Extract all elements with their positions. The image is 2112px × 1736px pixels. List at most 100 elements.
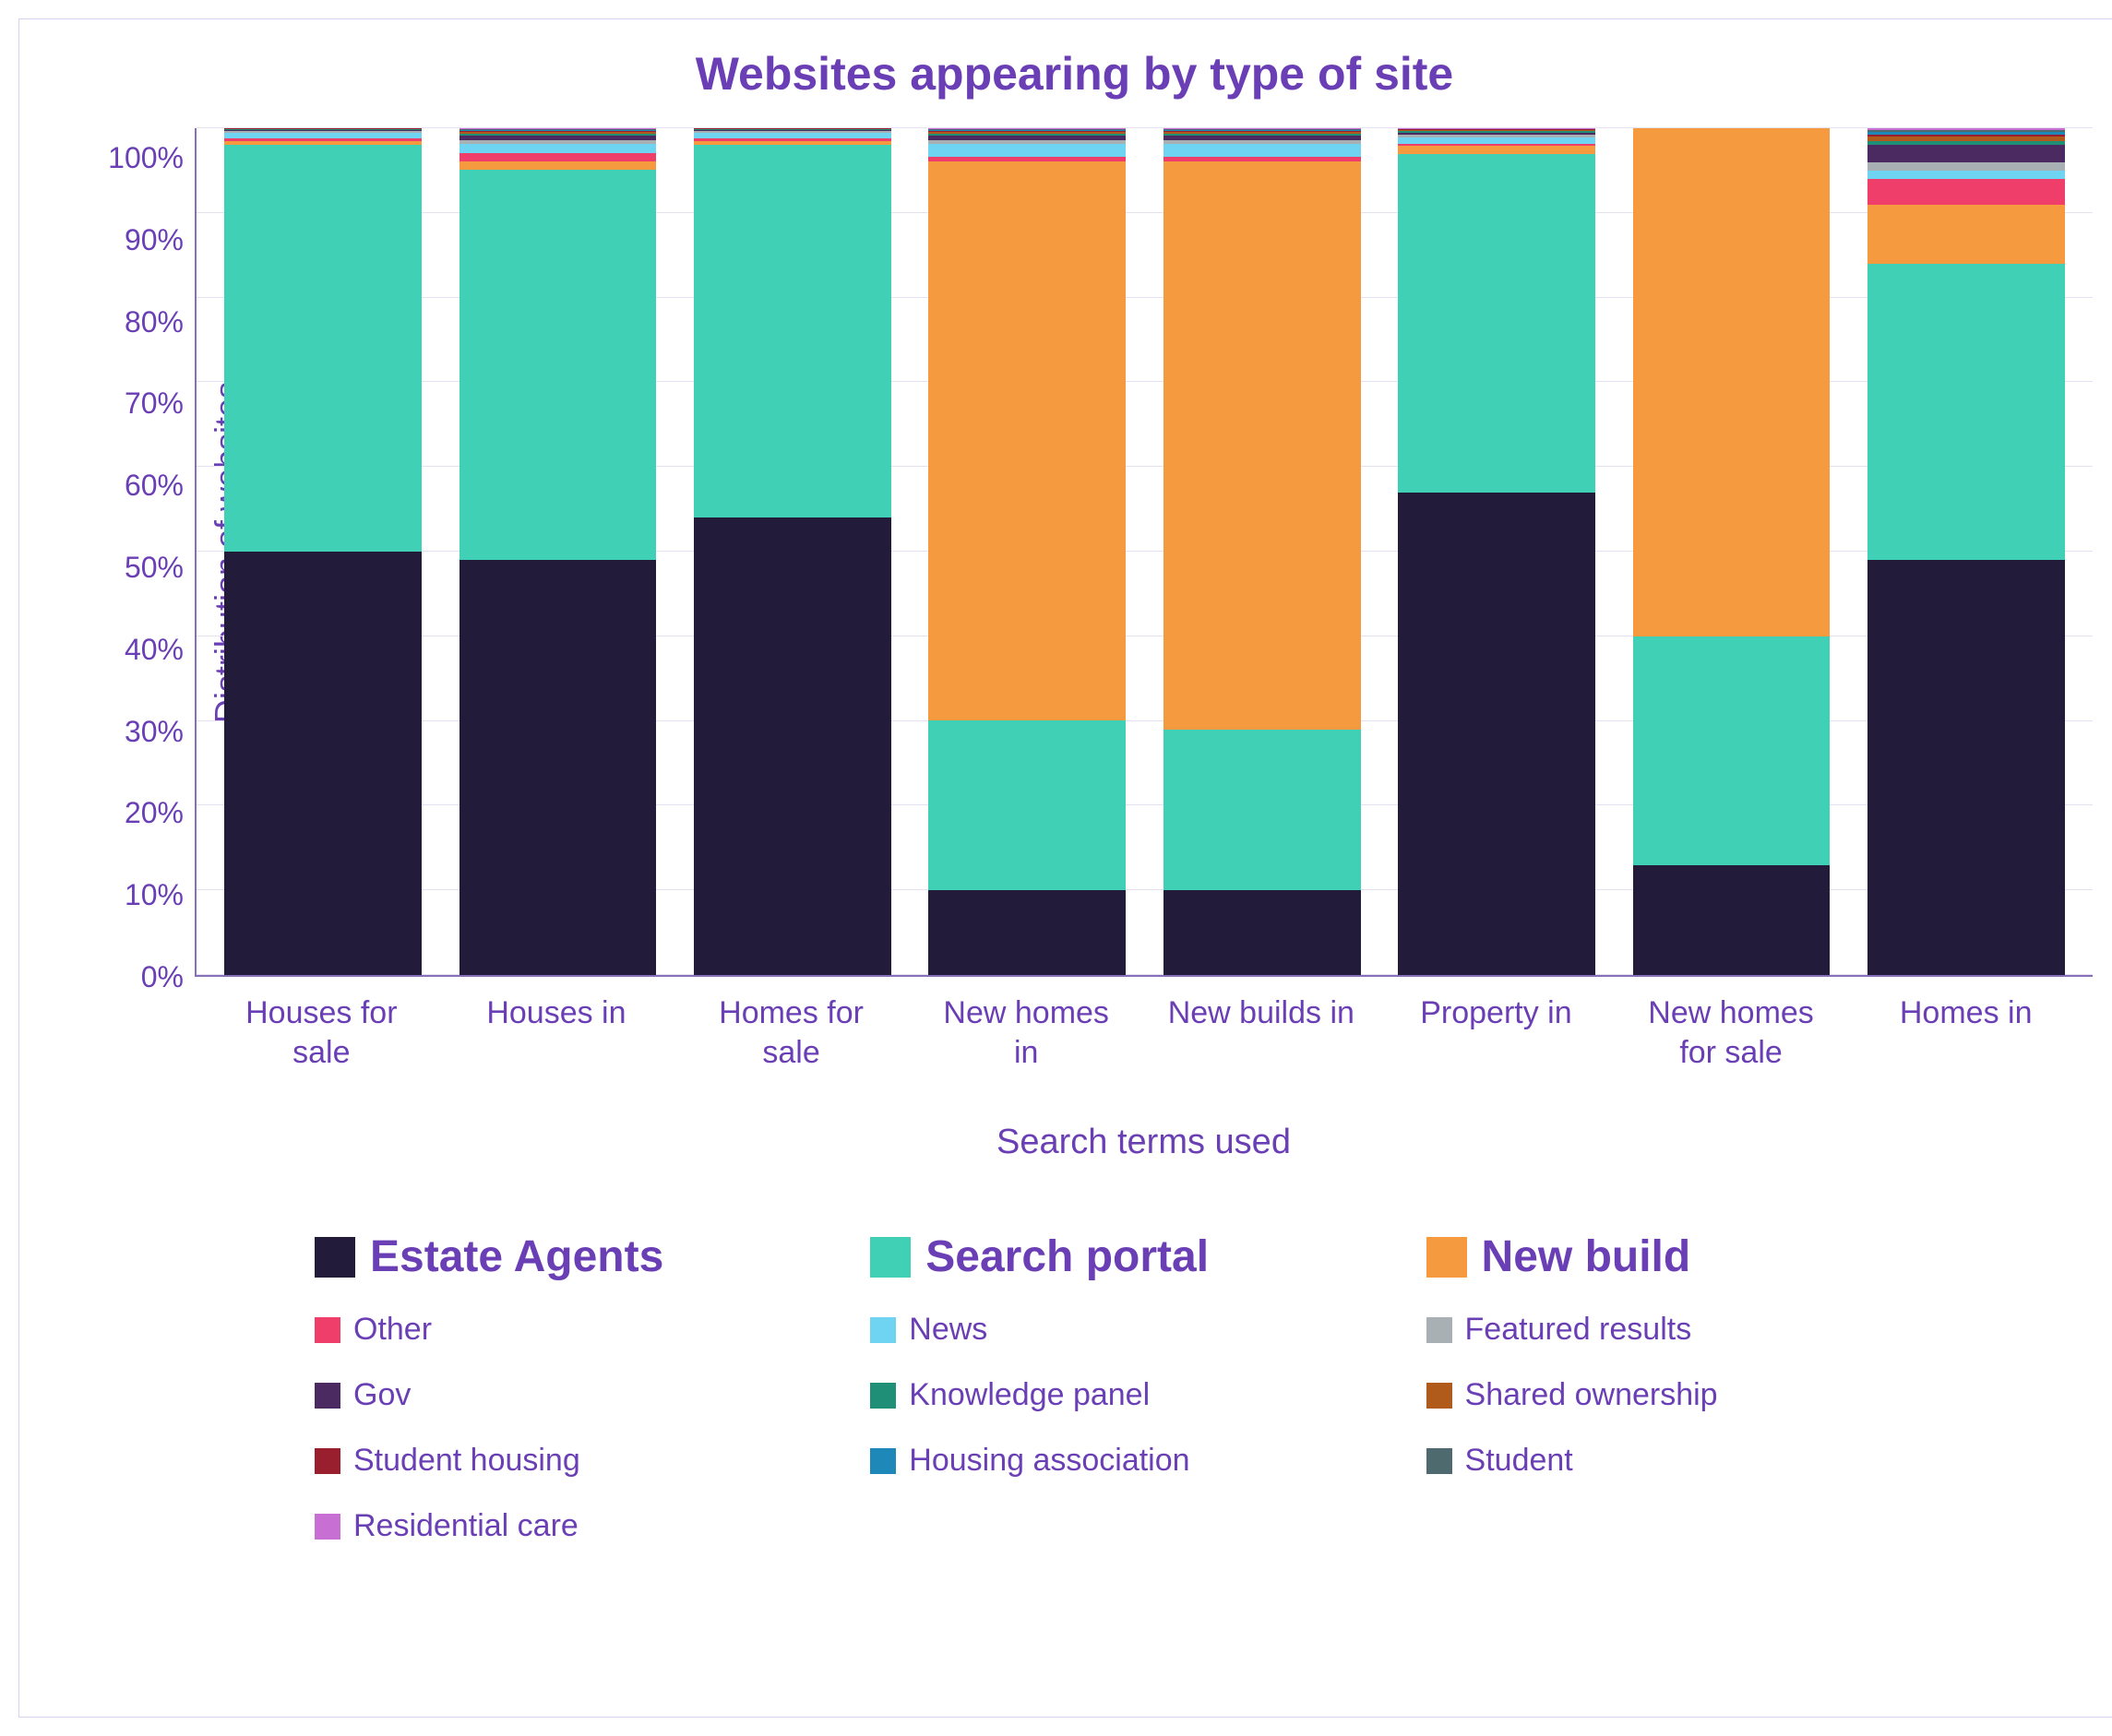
y-tick-label: 40%	[102, 635, 184, 664]
bar-segment-featured-results	[1867, 162, 2065, 171]
legend-row: Student housing Housing association Studen…	[315, 1443, 1982, 1479]
bar-segment-new-build	[1398, 146, 1595, 154]
legend-swatch	[315, 1514, 340, 1540]
bar-column	[1867, 128, 2065, 975]
bar-segment-search-portal	[1867, 264, 2065, 560]
legend-item-new-build: New build	[1426, 1231, 1982, 1282]
legend-item-featured-results: Featured results	[1426, 1312, 1982, 1348]
bar-segment-search-portal	[694, 145, 891, 517]
bar-segment-news	[1867, 171, 2065, 179]
x-tick-label: Homes for sale	[693, 993, 890, 1072]
legend-item-housing-association: Housing association	[870, 1443, 1426, 1479]
y-tick-label: 20%	[102, 798, 184, 827]
legend-swatch	[1426, 1383, 1452, 1409]
legend-swatch	[870, 1237, 911, 1278]
y-tick-label: 50%	[102, 553, 184, 582]
legend-swatch	[315, 1383, 340, 1409]
y-axis-label-wrap: Distribution of websites	[56, 128, 102, 977]
bar-column	[1398, 128, 1595, 975]
legend-swatch	[1426, 1317, 1452, 1343]
bars-group	[197, 128, 2093, 975]
legend-item-residential-care: Residential care	[315, 1508, 870, 1544]
legend-label: Student housing	[353, 1443, 580, 1479]
bar-segment-search-portal	[1398, 154, 1595, 493]
x-tick-label: New builds in	[1163, 993, 1360, 1072]
bar-segment-news	[1163, 144, 1361, 157]
bar-segment-news	[928, 144, 1126, 157]
y-tick-label: 100%	[102, 143, 184, 172]
legend-swatch	[870, 1383, 896, 1409]
legend-label: Other	[353, 1312, 432, 1348]
y-tick-label: 60%	[102, 470, 184, 500]
bar-segment-estate-agents	[928, 890, 1126, 975]
bar-segment-estate-agents	[694, 517, 891, 975]
y-tick-label: 10%	[102, 880, 184, 910]
legend-label: News	[909, 1312, 987, 1348]
bar-segment-other	[1867, 179, 2065, 205]
legend-label: Search portal	[925, 1231, 1209, 1282]
legend-swatch	[1426, 1448, 1452, 1474]
legend-row: Residential care	[315, 1508, 1982, 1544]
legend-row: Gov Knowledge panel Shared ownership	[315, 1377, 1982, 1413]
bar-segment-search-portal	[1633, 636, 1831, 865]
legend: Estate Agents Search portal New build Other…	[315, 1231, 1982, 1544]
y-tick-label: 70%	[102, 388, 184, 418]
bar-segment-new-build	[1163, 161, 1361, 730]
x-tick-label: Property in	[1398, 993, 1595, 1072]
plot-wrap: Distribution of websites 100% 90% 80% 70% 60…	[56, 128, 2093, 977]
y-tick-label: 90%	[102, 225, 184, 255]
bar-segment-search-portal	[459, 170, 657, 560]
bar-column	[694, 128, 891, 975]
legend-item-search-portal: Search portal	[870, 1231, 1426, 1282]
legend-item-knowledge-panel: Knowledge panel	[870, 1377, 1426, 1413]
bar-segment-new-build	[928, 161, 1126, 720]
legend-label: Shared ownership	[1465, 1377, 1718, 1413]
y-axis-ticks: 100%90%80%70%60%50%40%30%20%10%0%	[102, 128, 195, 977]
legend-item-shared-ownership: Shared ownership	[1426, 1377, 1982, 1413]
legend-label: Student	[1465, 1443, 1573, 1479]
bar-segment-new-build	[1867, 205, 2065, 264]
bar-segment-search-portal	[1163, 730, 1361, 891]
bar-column	[928, 128, 1126, 975]
chart-title: Websites appearing by type of site	[56, 47, 2093, 101]
x-tick-label: Houses for sale	[222, 993, 420, 1072]
bar-segment-other	[459, 153, 657, 161]
legend-row: Other News Featured results	[315, 1312, 1982, 1348]
legend-item-news: News	[870, 1312, 1426, 1348]
legend-label: Housing association	[909, 1443, 1189, 1479]
x-axis-label: Search terms used	[195, 1123, 2093, 1162]
bar-column	[224, 128, 422, 975]
x-axis-labels: Houses for sale Houses in Homes for sale Ne…	[195, 993, 2093, 1072]
plot-area	[195, 128, 2093, 977]
legend-label: Featured results	[1465, 1312, 1692, 1348]
legend-item-other: Other	[315, 1312, 870, 1348]
bar-segment-estate-agents	[1633, 865, 1831, 975]
bar-segment-gov	[1867, 145, 2065, 161]
legend-item-student: Student	[1426, 1443, 1982, 1479]
bar-column	[1163, 128, 1361, 975]
legend-label: Knowledge panel	[909, 1377, 1150, 1413]
legend-swatch	[315, 1237, 355, 1278]
bar-segment-estate-agents	[1398, 493, 1595, 975]
legend-label: Estate Agents	[370, 1231, 663, 1282]
x-tick-label: Houses in	[458, 993, 655, 1072]
legend-swatch	[315, 1448, 340, 1474]
legend-label: Residential care	[353, 1508, 579, 1544]
legend-item-gov: Gov	[315, 1377, 870, 1413]
bar-segment-estate-agents	[459, 560, 657, 975]
bar-segment-new-build	[459, 161, 657, 170]
bar-segment-estate-agents	[1163, 890, 1361, 975]
bar-segment-estate-agents	[224, 552, 422, 975]
bar-column	[1633, 128, 1831, 975]
bar-column	[459, 128, 657, 975]
bar-segment-search-portal	[928, 720, 1126, 890]
x-tick-label: New homes in	[927, 993, 1125, 1072]
legend-label: Gov	[353, 1377, 411, 1413]
x-tick-label: Homes in	[1867, 993, 2065, 1072]
legend-label: New build	[1482, 1231, 1691, 1282]
legend-swatch	[315, 1317, 340, 1343]
x-tick-label: New homes for sale	[1632, 993, 1830, 1072]
y-tick-label: 80%	[102, 307, 184, 337]
bar-segment-estate-agents	[1867, 560, 2065, 975]
bar-segment-news	[459, 144, 657, 152]
